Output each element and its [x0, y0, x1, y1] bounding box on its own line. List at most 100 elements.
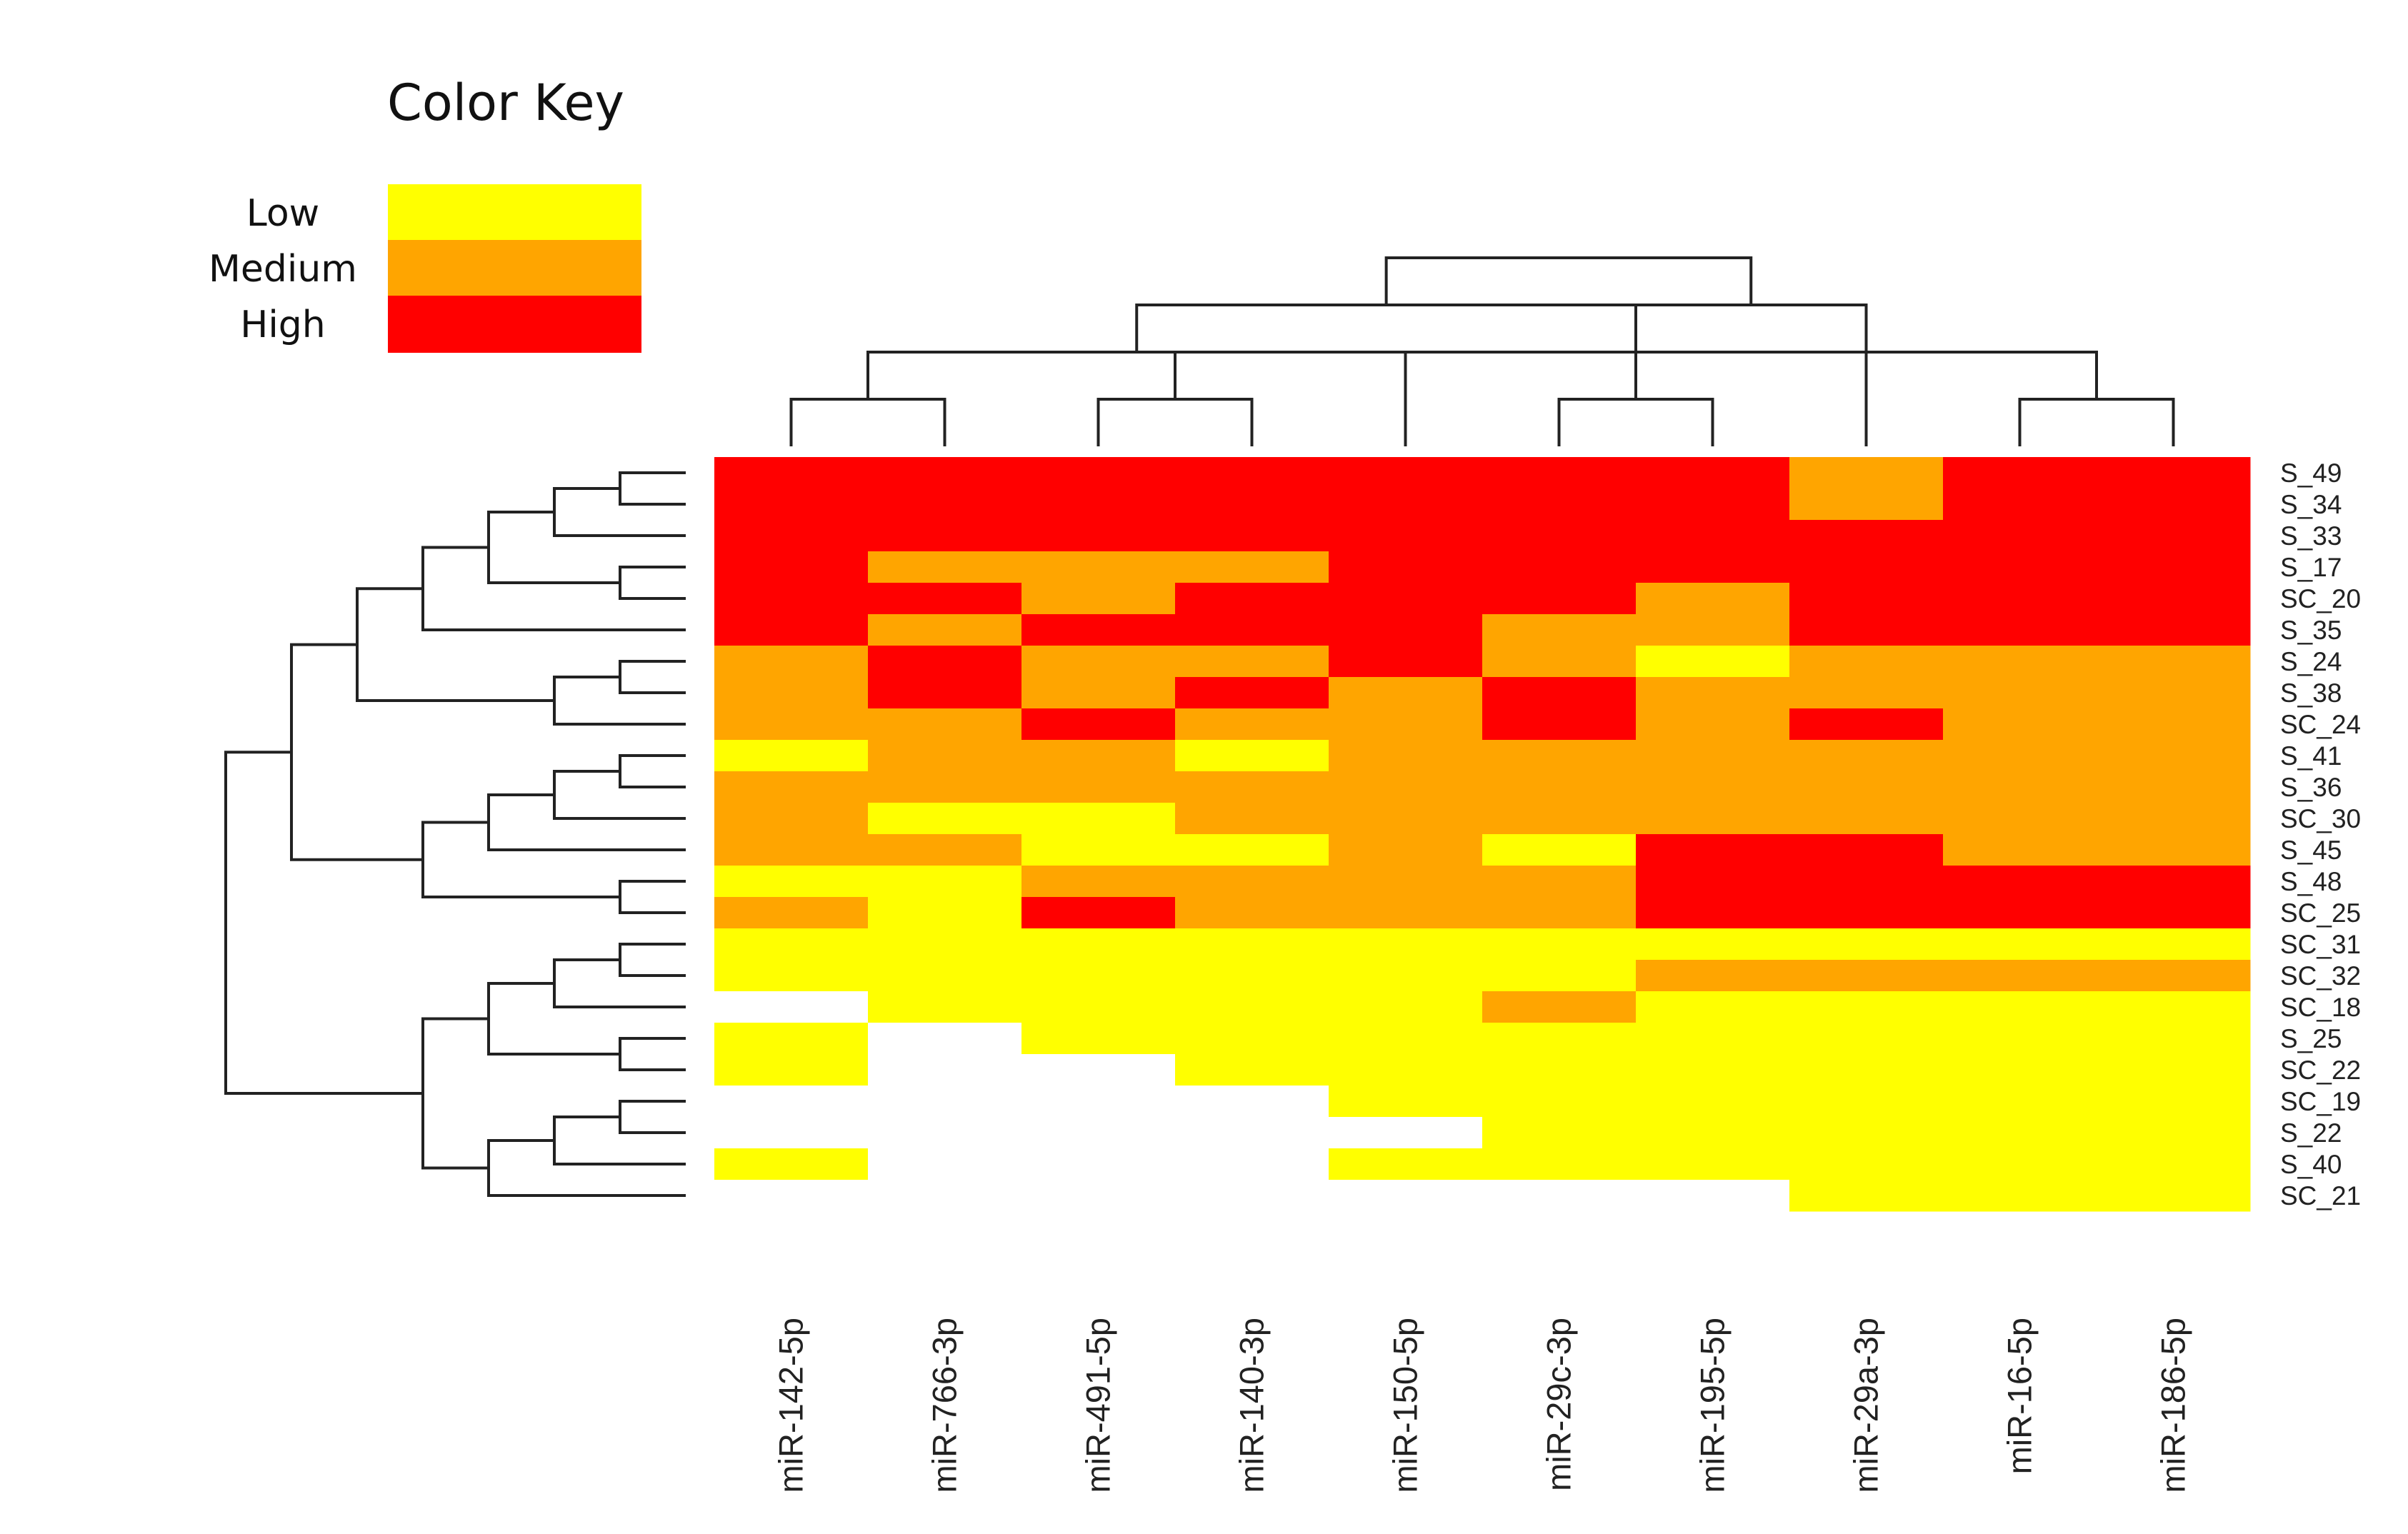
- heatmap-cell: [1021, 614, 1176, 646]
- heatmap-cell: [1943, 708, 2097, 741]
- heatmap-cell: [1175, 1117, 1329, 1149]
- heatmap-cell: [1329, 1117, 1483, 1149]
- heatmap-cell: [1789, 803, 1944, 835]
- heatmap-cell: [714, 928, 869, 961]
- row-label: S_38: [2280, 678, 2342, 708]
- heatmap-cell: [1943, 457, 2097, 489]
- heatmap-cell: [2097, 551, 2251, 583]
- heatmap-cell: [1789, 1054, 1944, 1086]
- column-dendrogram: [789, 256, 2175, 446]
- heatmap-cell: [1636, 803, 1790, 835]
- heatmap-cell: [1482, 520, 1637, 552]
- heatmap-cell: [868, 677, 1022, 709]
- row-labels: S_49S_34S_33S_17SC_20S_35S_24S_38SC_24S_…: [2280, 458, 2361, 1210]
- heatmap-cell: [1789, 1180, 1944, 1212]
- column-dendrogram-link: [789, 398, 946, 446]
- row-label: SC_22: [2280, 1056, 2361, 1085]
- heatmap-cell: [1021, 740, 1176, 772]
- heatmap-cell: [1175, 583, 1329, 615]
- heatmap-cell: [1482, 1180, 1637, 1212]
- heatmap-cell: [2097, 834, 2251, 866]
- row-label: S_22: [2280, 1118, 2342, 1148]
- heatmap-cell: [1943, 1023, 2097, 1055]
- heatmap-cell: [1329, 614, 1483, 646]
- heatmap-cell: [1329, 1023, 1483, 1055]
- row-dendrogram-link: [619, 943, 686, 977]
- heatmap-cell: [1175, 834, 1329, 866]
- heatmap-cell: [868, 583, 1022, 615]
- row-dendrogram-link: [619, 660, 686, 694]
- heatmap-cell: [1943, 551, 2097, 583]
- heatmap-cell: [2097, 583, 2251, 615]
- heatmap-cell: [868, 1086, 1022, 1118]
- heatmap-cell: [1789, 677, 1944, 709]
- heatmap-cell: [1329, 1054, 1483, 1086]
- heatmap-cell: [1329, 551, 1483, 583]
- heatmap-cell: [1636, 1086, 1790, 1118]
- heatmap-cell: [1943, 991, 2097, 1023]
- heatmap-cell: [1175, 646, 1329, 678]
- heatmap-cell: [1943, 1117, 2097, 1149]
- heatmap-cell: [1636, 677, 1790, 709]
- row-dendrogram-link: [224, 751, 423, 1095]
- heatmap-cell: [2097, 771, 2251, 803]
- heatmap-cell: [1482, 1023, 1637, 1055]
- heatmap-cell: [1789, 834, 1944, 866]
- heatmap-cell: [714, 551, 869, 583]
- heatmap-cell: [868, 551, 1022, 583]
- heatmap-cell: [868, 488, 1022, 521]
- heatmap-cell: [2097, 677, 2251, 709]
- heatmap-cell: [1175, 1180, 1329, 1212]
- heatmap-cell: [1943, 488, 2097, 521]
- heatmap-cell: [2097, 614, 2251, 646]
- heatmap-cell: [1482, 803, 1637, 835]
- column-label: miR-29a-3p: [1847, 1318, 1885, 1493]
- color-key-label: High: [240, 304, 326, 346]
- row-dendrogram-link: [356, 587, 554, 702]
- row-label: SC_24: [2280, 710, 2361, 739]
- heatmap-cell: [1789, 1117, 1944, 1149]
- heatmap-cell: [1175, 960, 1329, 992]
- heatmap-cell: [714, 583, 869, 615]
- heatmap-cell: [868, 740, 1022, 772]
- column-dendrogram-link: [1096, 398, 1254, 446]
- heatmap-cell: [1482, 834, 1637, 866]
- heatmap-cell: [868, 708, 1022, 741]
- heatmap-cell: [714, 1148, 869, 1180]
- heatmap-cell: [2097, 1148, 2251, 1180]
- heatmap-cell: [1329, 1180, 1483, 1212]
- heatmap-cell: [1175, 708, 1329, 741]
- heatmap-cell: [1482, 740, 1637, 772]
- heatmap-cell: [2097, 646, 2251, 678]
- heatmap-cell: [2097, 960, 2251, 992]
- heatmap-cell: [2097, 1117, 2251, 1149]
- heatmap-cell: [1636, 771, 1790, 803]
- heatmap-cell: [1329, 583, 1483, 615]
- heatmap-cell: [1021, 1086, 1176, 1118]
- heatmap-cell: [1943, 803, 2097, 835]
- column-label: miR-142-5p: [772, 1318, 810, 1493]
- heatmap-cell: [1636, 1023, 1790, 1055]
- heatmap-cell: [1175, 457, 1329, 489]
- heatmap-cell: [1482, 897, 1637, 929]
- heatmap-cell: [1329, 991, 1483, 1023]
- heatmap-cell: [1943, 677, 2097, 709]
- column-dendrogram-link: [1384, 256, 1753, 305]
- heatmap-cell: [1943, 646, 2097, 678]
- heatmap-cell: [714, 771, 869, 803]
- heatmap-cell: [868, 646, 1022, 678]
- heatmap-cell: [1789, 457, 1944, 489]
- heatmap-cell: [714, 520, 869, 552]
- heatmap-cell: [1021, 960, 1176, 992]
- heatmap-cell: [1636, 1117, 1790, 1149]
- row-label: S_48: [2280, 867, 2342, 896]
- heatmap-cell: [1636, 1148, 1790, 1180]
- heatmap-cell: [1329, 520, 1483, 552]
- row-label: S_24: [2280, 647, 2342, 676]
- heatmap-cell: [1789, 866, 1944, 898]
- heatmap-cell: [1021, 866, 1176, 898]
- heatmap-cell: [868, 1023, 1022, 1055]
- heatmap-cell: [1329, 834, 1483, 866]
- heatmap-cell: [2097, 928, 2251, 961]
- heatmap-cell: [2097, 1180, 2251, 1212]
